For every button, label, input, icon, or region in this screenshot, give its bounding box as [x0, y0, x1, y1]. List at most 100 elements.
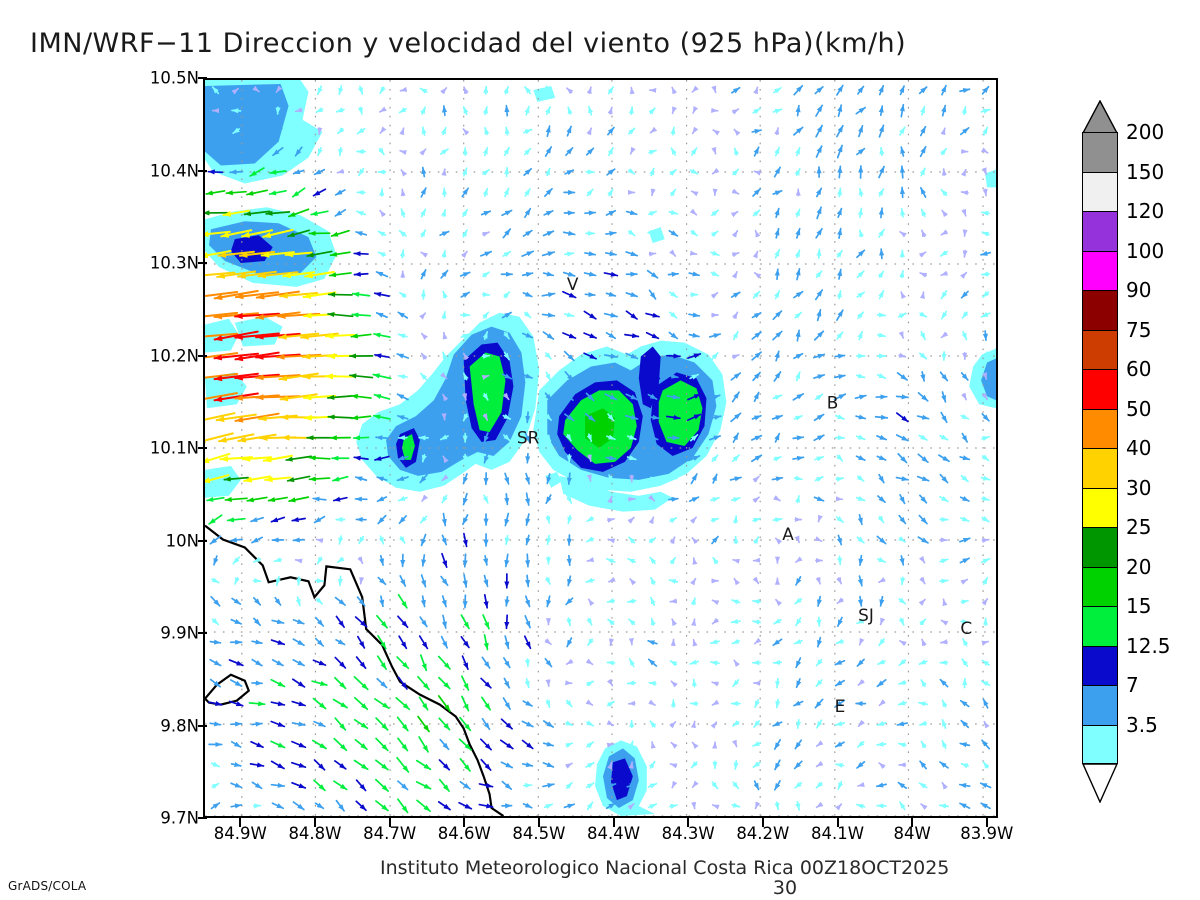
- wind-arrow: [524, 86, 532, 95]
- coastline: [205, 524, 505, 816]
- wind-arrow: [335, 799, 345, 812]
- wind-arrow: [586, 515, 594, 523]
- wind-arrow: [353, 718, 369, 730]
- colorbar[interactable]: 3.5 7 12.5 15 20 25 30 40 50 60 75 90 100 120 150 200: [1082, 100, 1194, 803]
- wind-arrow: [941, 391, 947, 403]
- wind-arrow: [542, 230, 555, 237]
- wind-arrow: [205, 271, 236, 277]
- wind-arrow: [795, 657, 802, 669]
- wind-arrow: [691, 618, 697, 626]
- wind-arrow: [210, 761, 221, 768]
- wind-arrow: [795, 556, 803, 563]
- wind-arrow: [418, 635, 429, 650]
- wind-arrow: [795, 718, 802, 730]
- wind-arrow: [377, 251, 386, 258]
- wind-arrow: [711, 535, 719, 545]
- wind-arrow: [962, 249, 968, 258]
- wind-arrow: [731, 354, 740, 360]
- wind-arrow: [644, 373, 661, 380]
- wind-arrow: [230, 762, 242, 768]
- wind-arrow: [565, 699, 573, 708]
- wind-arrow: [921, 229, 927, 238]
- wind-arrow: [251, 639, 263, 645]
- wind-arrow: [794, 311, 803, 319]
- wind-arrow: [837, 104, 843, 118]
- wind-arrow: [499, 739, 514, 750]
- wind-arrow: [897, 742, 907, 748]
- wind-vector-arrows: [205, 84, 992, 814]
- wind-arrow: [205, 452, 231, 464]
- wind-arrow: [919, 167, 926, 177]
- map-label-sr: SR: [517, 427, 540, 447]
- wind-arrow: [692, 638, 698, 647]
- wind-arrow: [608, 576, 616, 583]
- weather-map-plot[interactable]: V B SR A SJ C E: [203, 78, 998, 818]
- wind-arrow: [586, 801, 594, 811]
- map-label-sj: SJ: [858, 605, 874, 625]
- wind-arrow: [711, 617, 720, 625]
- wind-arrow: [878, 473, 885, 484]
- wind-arrow: [670, 126, 676, 136]
- wind-arrow: [671, 86, 678, 95]
- wind-arrow: [917, 392, 929, 402]
- colorbar-level-label: 25: [1126, 515, 1152, 539]
- wind-arrow: [646, 435, 659, 441]
- wind-arrow: [669, 169, 677, 176]
- wind-arrow: [355, 656, 367, 670]
- wind-arrow: [292, 169, 305, 175]
- wind-arrow: [919, 186, 927, 198]
- wind-arrow: [373, 332, 391, 338]
- wind-arrow: [378, 147, 385, 156]
- wind-arrow: [837, 187, 843, 198]
- wind-arrow: [982, 330, 988, 342]
- wind-arrow: [691, 536, 699, 545]
- wind-arrow: [710, 660, 720, 666]
- colorbar-cell: [1082, 685, 1118, 725]
- wind-arrow: [522, 332, 534, 339]
- wind-arrow: [774, 127, 780, 136]
- wind-arrow: [291, 700, 306, 707]
- wind-arrow: [269, 169, 287, 175]
- wind-arrow: [462, 352, 470, 361]
- wind-arrow: [793, 760, 803, 770]
- wind-arrow: [650, 576, 657, 585]
- wind-arrow: [939, 761, 949, 769]
- x-axis-label: 84.8W: [288, 824, 342, 843]
- wind-arrow: [688, 271, 700, 277]
- wind-arrow: [478, 803, 494, 809]
- wind-arrow: [669, 516, 678, 524]
- wind-arrow: [625, 292, 638, 298]
- wind-arrow: [731, 391, 740, 403]
- wind-arrow: [583, 271, 597, 277]
- wind-arrow: [398, 635, 408, 650]
- wind-arrow: [689, 577, 697, 586]
- wind-arrow: [438, 717, 451, 731]
- wind-arrow: [542, 271, 555, 277]
- wind-arrow: [792, 435, 805, 441]
- y-axis-tick: [198, 539, 207, 542]
- wind-arrow: [835, 476, 845, 482]
- wind-arrow: [379, 126, 387, 134]
- x-axis-label: 84.5W: [512, 824, 566, 843]
- wind-arrow: [241, 229, 274, 238]
- wind-arrow: [834, 721, 846, 727]
- wind-arrow: [774, 350, 780, 362]
- wind-arrow: [834, 699, 846, 708]
- wind-arrow: [397, 495, 408, 502]
- wind-arrow: [794, 781, 803, 789]
- wind-arrow: [438, 676, 451, 690]
- wind-arrow: [751, 331, 762, 340]
- wind-arrow: [314, 578, 325, 584]
- wind-arrow: [480, 758, 492, 771]
- wind-arrow: [772, 720, 783, 727]
- wind-arrow: [856, 147, 866, 156]
- wind-arrow: [981, 640, 990, 646]
- wind-arrow: [816, 248, 822, 259]
- wind-arrow: [205, 432, 234, 444]
- wind-arrow: [585, 392, 595, 402]
- wind-arrow: [731, 271, 738, 279]
- wind-arrow: [585, 782, 595, 789]
- wind-arrow: [711, 85, 717, 94]
- y-axis-tick: [198, 354, 207, 357]
- wind-arrow: [291, 740, 307, 749]
